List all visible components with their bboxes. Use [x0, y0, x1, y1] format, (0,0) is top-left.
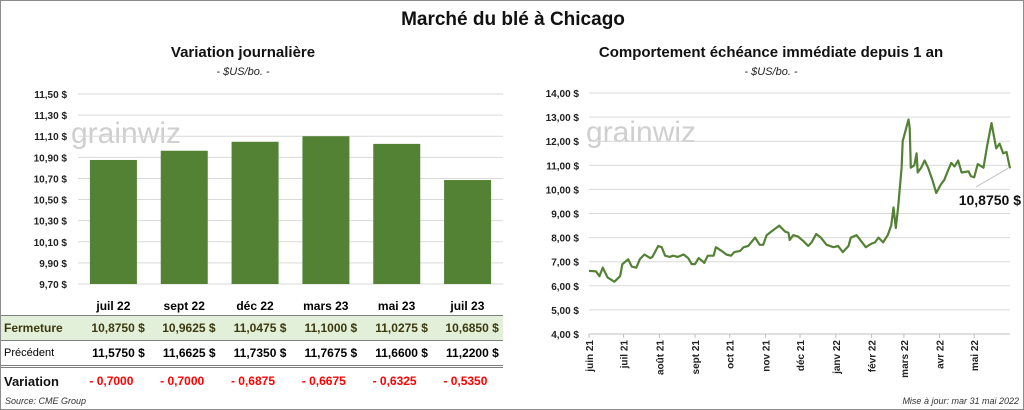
- watermark-logo: grainwiz: [71, 117, 181, 150]
- source-note: Source: CME Group: [5, 396, 87, 406]
- y-tick-label: 13,00 $: [546, 113, 580, 124]
- watermark-logo: grainwiz: [586, 116, 696, 149]
- column-header: sept 22: [163, 299, 205, 313]
- y-tick-label: 10,70 $: [34, 174, 68, 185]
- table-cell: 11,0275 $: [375, 321, 428, 335]
- y-tick-label: 11,50 $: [34, 90, 67, 101]
- last-price-label: 10,8750 $: [959, 192, 1021, 208]
- x-tick-label: sept 21: [691, 340, 702, 375]
- y-tick-label: 4,00 $: [551, 330, 579, 341]
- y-tick-label: 10,10 $: [34, 238, 68, 249]
- table-cell: - 0,7000: [160, 374, 205, 388]
- y-tick-label: 9,00 $: [551, 210, 579, 221]
- x-tick-label: oct 21: [726, 340, 737, 369]
- y-tick-label: 5,00 $: [551, 306, 579, 317]
- x-tick-label: mai 22: [970, 340, 981, 372]
- x-tick-label: nov 21: [761, 340, 772, 372]
- x-tick-label: août 21: [655, 340, 666, 375]
- main-title: Marché du blé à Chicago: [401, 9, 625, 30]
- x-tick-label: déc 21: [796, 340, 807, 372]
- column-header: mai 23: [377, 299, 416, 313]
- table-cell: 11,7675 $: [304, 346, 358, 360]
- x-tick-label: févr 22: [868, 340, 879, 373]
- table-cell: 11,6625 $: [162, 346, 216, 360]
- table-cell: 10,8750 $: [91, 321, 145, 335]
- y-tick-label: 11,30 $: [34, 111, 67, 122]
- price-line: [588, 118, 1012, 283]
- line-chart-title: Comportement échéance immédiate depuis 1…: [598, 44, 944, 61]
- column-header: mars 23: [303, 299, 349, 313]
- update-note: Mise à jour: mar 31 mai 2022: [902, 396, 1019, 406]
- bar: [444, 180, 492, 284]
- line-chart-subtitle: - $US/bo. -: [744, 66, 798, 78]
- y-tick-label: 8,00 $: [551, 234, 579, 245]
- y-tick-label: 7,00 $: [551, 258, 579, 269]
- y-tick-label: 10,50 $: [34, 196, 68, 207]
- table-cell: 11,7350 $: [233, 346, 287, 360]
- bar-chart: grainwiz 9,70 $ 9,90 $ 10,10 $ 10,30 $ 10,50…: [34, 90, 503, 291]
- y-tick-label: 10,90 $: [34, 153, 68, 164]
- table-cell: - 0,6325: [372, 374, 417, 388]
- x-tick-label: juil 21: [620, 340, 631, 370]
- x-tick-label: avr 22: [936, 340, 947, 369]
- table-row-precedent: Précédent 11,5750 $ 11,6625 $ 11,7350 $ …: [1, 341, 503, 368]
- table-cell: 11,5750 $: [92, 346, 145, 360]
- bar: [302, 136, 350, 284]
- table-cell: 10,9625 $: [162, 321, 216, 335]
- table-cell: 10,6850 $: [445, 321, 499, 335]
- x-tick-label: juin 21: [585, 340, 596, 373]
- x-tick-label: mars 22: [900, 340, 911, 378]
- y-tick-label: 10,30 $: [34, 217, 68, 228]
- table-header-row: juil 22 sept 22 déc 22 mars 23 mai 23 ju…: [1, 298, 503, 314]
- bar: [373, 143, 421, 284]
- column-header: déc 22: [236, 299, 274, 313]
- table-cell: 11,6600 $: [375, 346, 428, 360]
- bar: [231, 141, 279, 284]
- y-tick-label: 11,00 $: [546, 161, 579, 172]
- y-tick-label: 6,00 $: [551, 282, 579, 293]
- table-cell: - 0,6875: [230, 374, 276, 388]
- table-cell: 11,1000 $: [304, 321, 358, 335]
- column-header: juil 22: [96, 299, 131, 313]
- row-label: Précédent: [4, 347, 55, 359]
- bar-chart-title: Variation journalière: [170, 44, 316, 61]
- table-cell: - 0,6675: [301, 374, 346, 388]
- y-tick-label: 10,00 $: [546, 185, 580, 196]
- y-tick-label: 9,90 $: [39, 259, 67, 270]
- y-tick-label: 9,70 $: [39, 280, 67, 291]
- y-tick-label: 12,00 $: [546, 137, 580, 148]
- annotation-leader: [975, 167, 1009, 188]
- y-tick-label: 11,10 $: [34, 132, 67, 143]
- table-row-fermeture: Fermeture 10,8750 $ 10,9625 $ 11,0475 $ …: [1, 315, 503, 341]
- line-chart: grainwiz 4,00 $ 5,00 $ 6,00 $ 7,00 $ 8,00 $ 9…: [546, 89, 1022, 378]
- column-header: juil 23: [450, 299, 485, 313]
- table-cell: 11,2200 $: [446, 346, 499, 360]
- row-label: Variation: [4, 373, 59, 389]
- table-cell: 11,0475 $: [233, 321, 287, 335]
- y-tick-label: 14,00 $: [546, 89, 580, 100]
- bar: [160, 150, 208, 284]
- x-tick-label: janv 22: [832, 340, 843, 375]
- bar-chart-subtitle: - $US/bo. -: [216, 66, 270, 78]
- bar: [89, 159, 137, 284]
- row-label: Fermeture: [4, 321, 63, 335]
- table-row-variation: Variation - 0,7000 - 0,7000 - 0,6875 - 0…: [1, 370, 503, 392]
- table-cell: - 0,7000: [89, 374, 134, 388]
- table-cell: - 0,5350: [443, 374, 488, 388]
